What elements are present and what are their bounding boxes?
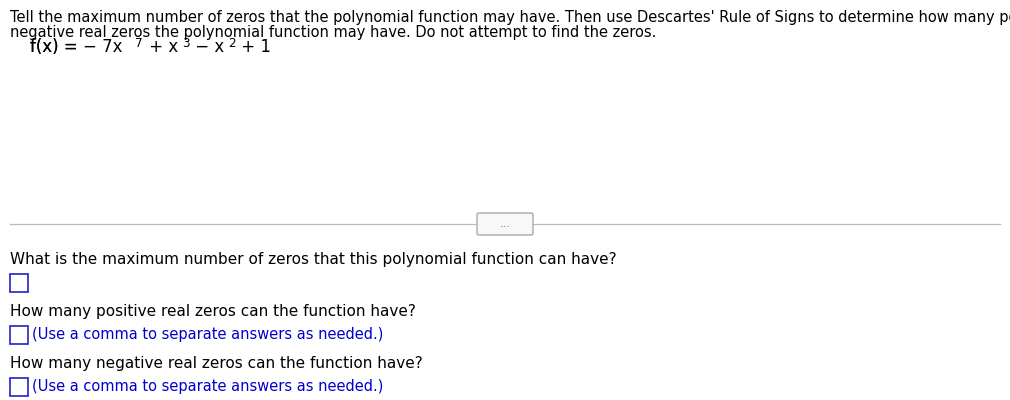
Text: 7: 7 <box>135 37 142 50</box>
Text: + x: + x <box>144 38 178 56</box>
Bar <box>10 274 28 292</box>
Text: What is the maximum number of zeros that this polynomial function can have?: What is the maximum number of zeros that… <box>10 252 617 267</box>
Text: − x: − x <box>190 38 224 56</box>
Text: How many positive real zeros can the function have?: How many positive real zeros can the fun… <box>10 304 416 319</box>
Text: f(x) =: f(x) = <box>30 38 83 56</box>
Text: Tell the maximum number of zeros that the polynomial function may have. Then use: Tell the maximum number of zeros that th… <box>10 10 1010 25</box>
Text: (Use a comma to separate answers as needed.): (Use a comma to separate answers as need… <box>32 328 384 342</box>
FancyBboxPatch shape <box>477 213 533 235</box>
Text: 3: 3 <box>182 37 190 50</box>
Bar <box>10 326 28 344</box>
Text: f(x) = − 7x: f(x) = − 7x <box>30 38 122 56</box>
Text: How many negative real zeros can the function have?: How many negative real zeros can the fun… <box>10 356 423 371</box>
Text: (Use a comma to separate answers as needed.): (Use a comma to separate answers as need… <box>32 380 384 394</box>
Bar <box>10 378 28 396</box>
Text: + 1: + 1 <box>236 38 271 56</box>
Text: negative real zeros the polynomial function may have. Do not attempt to find the: negative real zeros the polynomial funct… <box>10 25 656 40</box>
Text: 2: 2 <box>228 37 235 50</box>
Text: ...: ... <box>500 219 510 229</box>
